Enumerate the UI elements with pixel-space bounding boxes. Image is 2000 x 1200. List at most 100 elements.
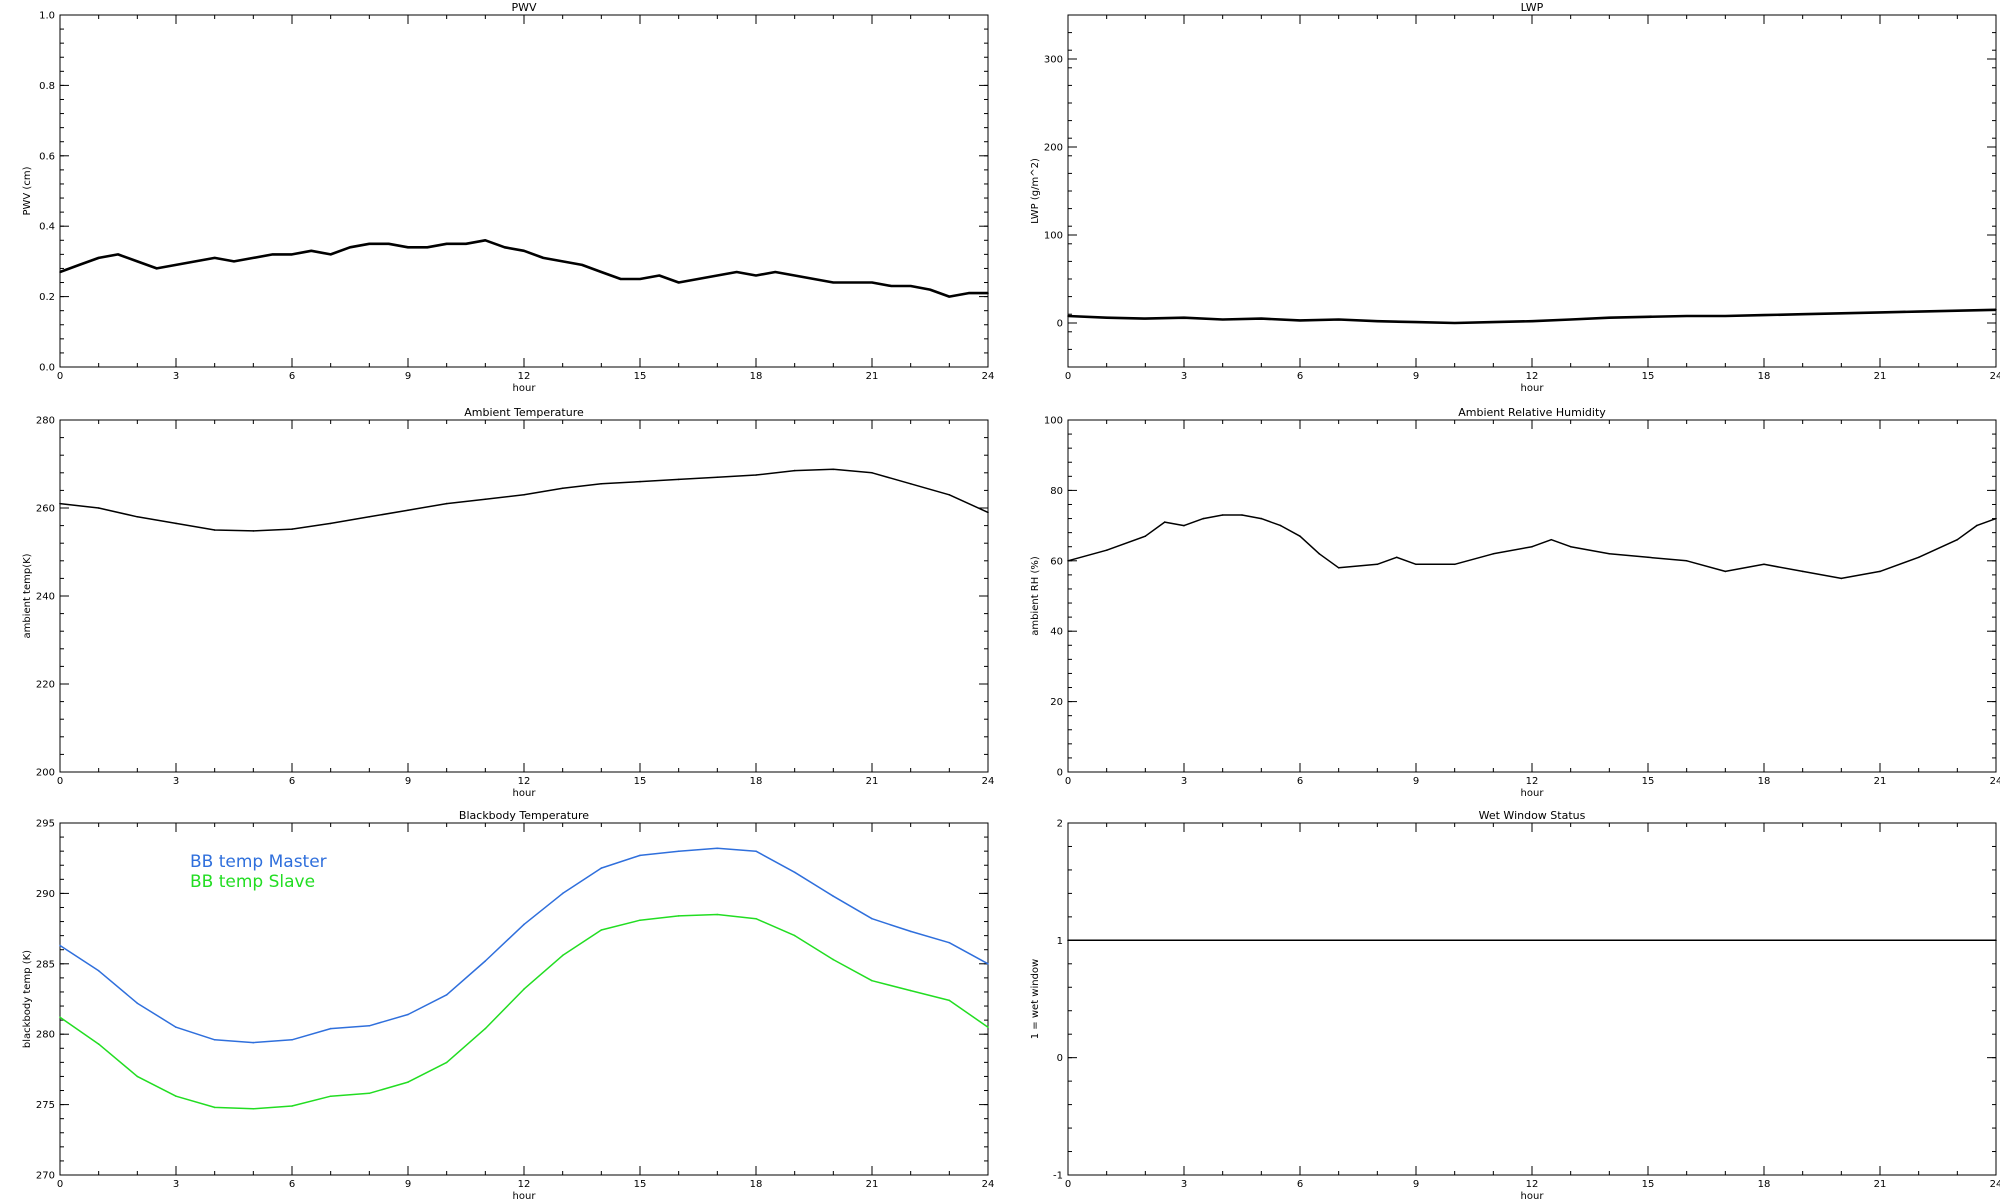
x-tick-label: 21 — [866, 776, 879, 787]
x-tick-label: 18 — [1758, 1179, 1771, 1190]
x-tick-label: 15 — [1642, 776, 1655, 787]
data-point — [1260, 517, 1263, 520]
y-tick-label: 300 — [1044, 55, 1063, 66]
data-point — [445, 1061, 448, 1064]
data-point — [213, 257, 216, 259]
y-tick-label: 0.8 — [39, 81, 55, 92]
data-point — [871, 472, 873, 474]
x-tick-label: 3 — [173, 371, 179, 382]
data-point — [561, 487, 564, 490]
y-tick-label: 1 — [1057, 936, 1063, 947]
y-tick-label: 0.0 — [39, 363, 55, 374]
data-point — [948, 494, 951, 496]
data-point — [987, 1026, 989, 1028]
data-point — [871, 281, 873, 284]
data-point — [1840, 312, 1843, 315]
x-axis-label: hour — [1521, 788, 1545, 799]
data-point — [600, 929, 603, 931]
data-point — [755, 274, 757, 277]
y-tick-label: 285 — [36, 959, 55, 970]
data-point — [523, 988, 525, 990]
data-point — [136, 1075, 139, 1078]
data-point — [1318, 553, 1321, 555]
data-point — [1531, 545, 1533, 548]
x-tick-label: 6 — [289, 776, 295, 787]
data-point — [1299, 319, 1301, 322]
data-point — [1917, 556, 1920, 559]
data-point — [1376, 563, 1379, 566]
x-tick-label: 12 — [1526, 776, 1539, 787]
y-tick-label: 60 — [1050, 556, 1063, 567]
data-point — [1685, 315, 1688, 317]
data-point — [716, 476, 719, 479]
x-axis-label: hour — [513, 383, 537, 394]
data-point — [1144, 535, 1147, 537]
data-point — [561, 954, 564, 957]
data-point — [1221, 318, 1224, 321]
data-point — [948, 999, 951, 1002]
data-point — [484, 960, 487, 962]
data-point — [329, 253, 332, 256]
data-point — [1492, 553, 1495, 555]
data-point — [561, 892, 564, 895]
y-tick-label: 0.4 — [39, 222, 55, 233]
y-tick-label: 80 — [1050, 486, 1063, 497]
data-point — [929, 288, 931, 291]
data-point — [213, 529, 216, 531]
data-point — [271, 253, 274, 256]
data-point — [793, 871, 796, 874]
data-point — [1647, 316, 1649, 318]
data-point — [1415, 563, 1417, 566]
legend-entry: BB temp Slave — [190, 872, 315, 892]
data-point — [1550, 538, 1553, 541]
data-point — [677, 915, 680, 917]
data-point — [1569, 545, 1572, 548]
y-axis-label: ambient temp(K) — [22, 553, 33, 638]
y-tick-label: 220 — [36, 680, 55, 691]
data-point — [1415, 321, 1417, 323]
data-point — [1917, 310, 1920, 313]
chart-panel-3: Ambient Temperature 0 3 6 9 12 15 18 21 24 200 220 2… — [22, 406, 994, 799]
data-point — [1067, 560, 1069, 562]
x-tick-label: 15 — [1642, 1179, 1655, 1190]
x-tick-label: 12 — [1526, 1179, 1539, 1190]
data-point — [1995, 517, 1997, 520]
data-point — [465, 243, 467, 245]
data-point — [1067, 315, 1069, 317]
data-point — [774, 271, 777, 273]
data-point — [1376, 320, 1379, 323]
data-point — [813, 278, 815, 280]
data-point — [387, 243, 390, 245]
x-tick-label: 6 — [289, 1179, 295, 1190]
data-point — [445, 502, 448, 505]
data-point — [291, 1105, 293, 1107]
data-point — [503, 246, 506, 249]
x-tick-label: 18 — [750, 371, 763, 382]
x-tick-label: 15 — [634, 776, 647, 787]
y-tick-label: 100 — [1044, 231, 1063, 242]
data-point — [1395, 556, 1398, 559]
data-point — [1879, 570, 1881, 573]
data-point — [735, 271, 738, 273]
chart-title: Wet Window Status — [1479, 809, 1586, 822]
y-tick-label: 240 — [36, 592, 55, 603]
y-tick-label: 1.0 — [39, 11, 55, 22]
data-point — [426, 246, 429, 249]
chart-title: PWV — [511, 1, 537, 14]
data-point — [407, 246, 409, 249]
data-point — [117, 253, 119, 256]
y-tick-label: 280 — [36, 1030, 55, 1041]
series-line-2 — [59, 913, 989, 1110]
chart-panel-5: Blackbody Temperature 0 3 6 9 12 15 18 21 24 270 27… — [22, 809, 994, 1200]
data-point — [1279, 524, 1282, 527]
data-point — [407, 509, 409, 512]
y-axis-label: ambient RH (%) — [1030, 556, 1041, 636]
data-point — [948, 295, 951, 298]
data-point — [97, 1043, 100, 1045]
data-point — [97, 970, 100, 972]
data-point — [948, 941, 951, 944]
data-point — [1105, 549, 1108, 551]
data-point — [1492, 321, 1495, 323]
data-point — [871, 917, 873, 920]
chart-panel-1: PWV 0 3 6 9 12 15 18 21 24 0.0 0.2 0.4 0.6 0.8 1.0 hour P… — [22, 1, 994, 394]
